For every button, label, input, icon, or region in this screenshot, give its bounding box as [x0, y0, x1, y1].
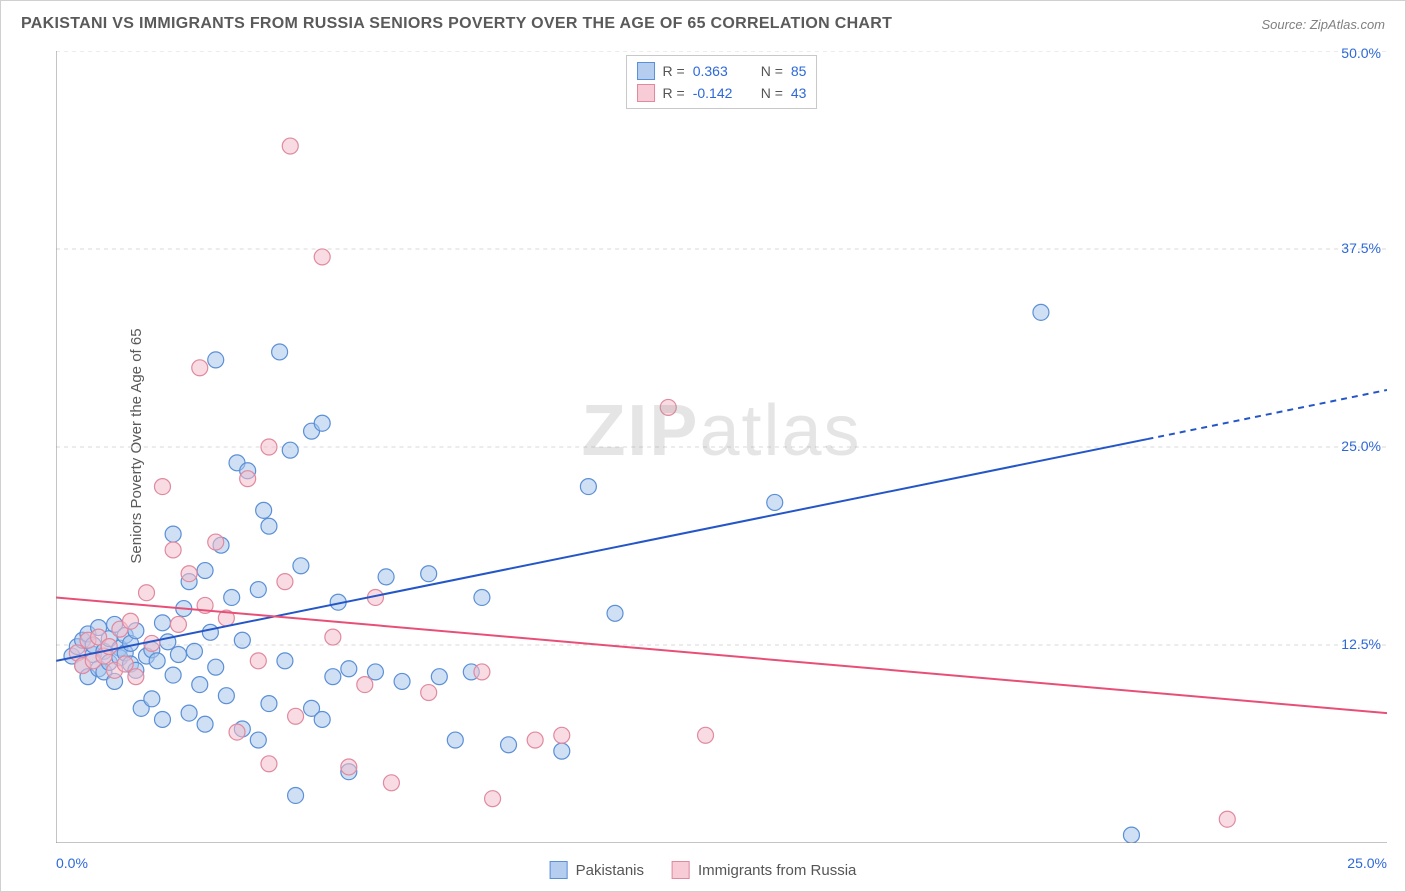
- y-tick-label: 25.0%: [1341, 438, 1381, 454]
- plot-area: R = 0.363 N = 85 R = -0.142 N = 43 ZIPat…: [56, 51, 1387, 843]
- n-value: 85: [791, 63, 807, 79]
- r-value: 0.363: [693, 63, 747, 79]
- legend-label: Pakistanis: [576, 862, 644, 879]
- chart-title: PAKISTANI VS IMMIGRANTS FROM RUSSIA SENI…: [21, 15, 892, 33]
- y-tick-label: 12.5%: [1341, 636, 1381, 652]
- legend-item-pakistanis: Pakistanis: [550, 861, 644, 879]
- x-tick-label: 0.0%: [56, 855, 88, 871]
- legend-label: Immigrants from Russia: [698, 862, 856, 879]
- x-tick-label: 25.0%: [1347, 855, 1387, 871]
- y-tick-label: 37.5%: [1341, 240, 1381, 256]
- correlation-legend-row: R = -0.142 N = 43: [637, 82, 807, 104]
- legend-item-russia: Immigrants from Russia: [672, 861, 856, 879]
- correlation-legend: R = 0.363 N = 85 R = -0.142 N = 43: [626, 55, 818, 109]
- scatter-plot-svg: [56, 51, 1387, 843]
- r-value: -0.142: [693, 85, 747, 101]
- n-value: 43: [791, 85, 807, 101]
- n-label: N =: [761, 63, 783, 79]
- n-label: N =: [761, 85, 783, 101]
- source-attribution: Source: ZipAtlas.com: [1261, 17, 1385, 32]
- r-label: R =: [663, 85, 685, 101]
- swatch-pakistanis: [550, 861, 568, 879]
- y-tick-label: 50.0%: [1341, 45, 1381, 61]
- r-label: R =: [663, 63, 685, 79]
- swatch-pakistanis: [637, 62, 655, 80]
- correlation-legend-row: R = 0.363 N = 85: [637, 60, 807, 82]
- title-bar: PAKISTANI VS IMMIGRANTS FROM RUSSIA SENI…: [1, 1, 1405, 43]
- series-legend: Pakistanis Immigrants from Russia: [550, 861, 857, 879]
- swatch-russia: [637, 84, 655, 102]
- chart-container: PAKISTANI VS IMMIGRANTS FROM RUSSIA SENI…: [0, 0, 1406, 892]
- swatch-russia: [672, 861, 690, 879]
